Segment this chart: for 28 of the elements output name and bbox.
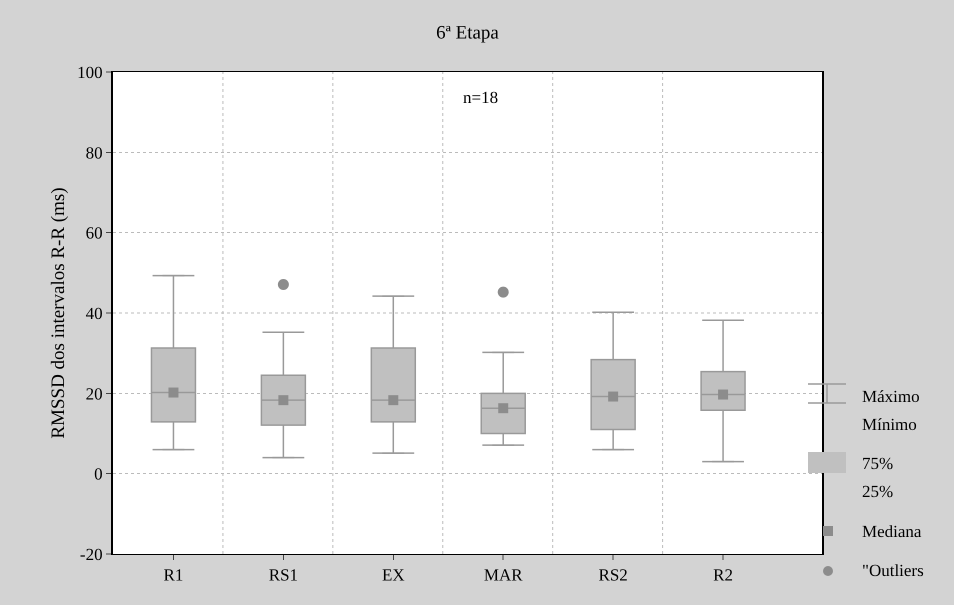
x-tick-label: R1: [164, 565, 184, 584]
y-axis-title: RMSSD dos intervalos R-R (ms): [48, 187, 69, 439]
text: "Outliers: [862, 561, 924, 580]
point: [608, 392, 618, 402]
point: [718, 390, 728, 400]
y-tick-label: -20: [80, 544, 103, 564]
x-tick-label: EX: [382, 565, 405, 584]
x-tick-label: R2: [713, 565, 733, 584]
y-tick-label: 100: [77, 62, 103, 82]
x-tick-label: RS2: [598, 565, 628, 584]
y-tick-label: 80: [86, 143, 103, 162]
text: 25%: [862, 482, 894, 501]
y-tick-label: 60: [86, 224, 103, 243]
text: 75%: [862, 454, 894, 473]
x-tick-label: RS1: [268, 565, 298, 584]
point: [498, 403, 508, 414]
y-tick-label: 40: [86, 304, 103, 323]
point: [278, 395, 288, 406]
annotation: n=18: [463, 88, 498, 107]
x-tick-label: MAR: [484, 565, 524, 584]
chart-title: 6ª Etapa: [436, 22, 500, 44]
point: [168, 388, 178, 398]
text: Mínimo: [862, 415, 917, 434]
y-tick-label: 0: [94, 464, 103, 484]
text: Mediana: [862, 522, 922, 541]
text: Máximo: [862, 387, 920, 406]
y-tick-label: 20: [86, 384, 103, 404]
point: [388, 395, 398, 406]
